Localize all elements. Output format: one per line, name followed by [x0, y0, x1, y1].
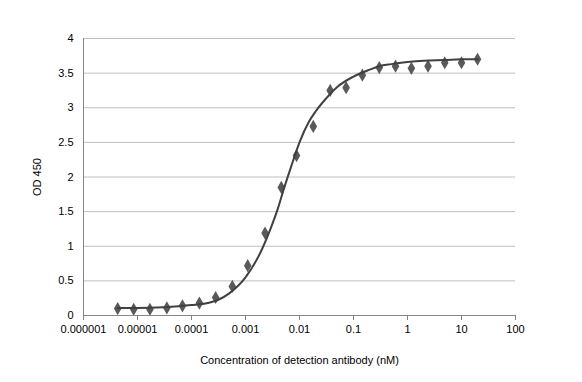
svg-text:0.000001: 0.000001 [61, 323, 107, 335]
svg-text:0.1: 0.1 [346, 323, 361, 335]
svg-text:0.01: 0.01 [289, 323, 310, 335]
svg-text:100: 100 [506, 323, 524, 335]
svg-text:1: 1 [67, 240, 73, 252]
svg-text:0.0001: 0.0001 [175, 323, 209, 335]
svg-text:1.5: 1.5 [58, 205, 73, 217]
svg-text:2.5: 2.5 [58, 136, 73, 148]
svg-text:3.5: 3.5 [58, 67, 73, 79]
svg-text:0.001: 0.001 [232, 323, 260, 335]
svg-text:0.00001: 0.00001 [118, 323, 158, 335]
svg-text:4: 4 [67, 32, 73, 44]
svg-text:1: 1 [404, 323, 410, 335]
svg-text:2: 2 [67, 171, 73, 183]
svg-text:OD 450: OD 450 [31, 158, 43, 196]
svg-text:0: 0 [67, 309, 73, 321]
svg-text:10: 10 [455, 323, 467, 335]
svg-text:0.5: 0.5 [58, 274, 73, 286]
svg-text:3: 3 [67, 101, 73, 113]
svg-text:Concentration of detection ant: Concentration of detection antibody (nM) [200, 354, 399, 366]
